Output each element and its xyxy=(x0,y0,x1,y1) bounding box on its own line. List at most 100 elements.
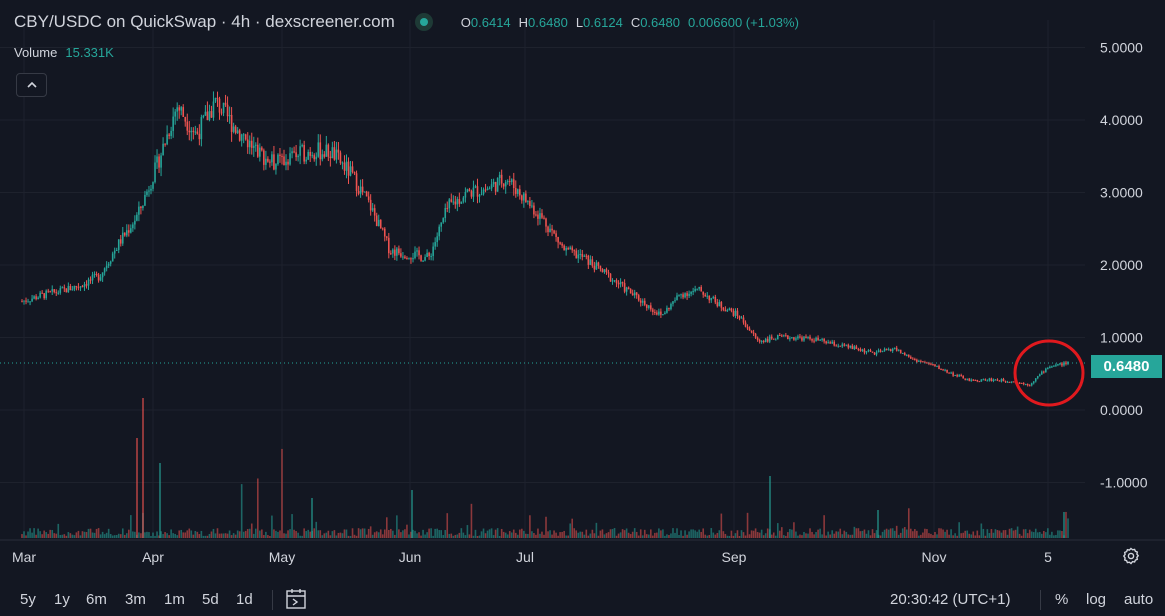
price-series xyxy=(21,91,1069,387)
candle-body xyxy=(1010,381,1013,383)
volume-bar xyxy=(803,531,805,538)
timeframe-1d[interactable]: 1d xyxy=(236,591,253,608)
volume-bar xyxy=(682,535,684,538)
volume-bar xyxy=(531,531,533,538)
chevron-up-icon xyxy=(26,81,37,88)
timeframe-1y[interactable]: 1y xyxy=(54,591,70,608)
timeframe-5y[interactable]: 5y xyxy=(20,591,36,608)
volume-bar xyxy=(980,523,983,538)
candle-body xyxy=(768,336,771,342)
volume-bar xyxy=(502,531,505,538)
volume-bar xyxy=(702,528,705,538)
candle-body xyxy=(686,293,688,296)
utc-clock[interactable]: 20:30:42 (UTC+1) xyxy=(890,591,1011,608)
volume-bar xyxy=(164,532,166,538)
candle-body xyxy=(805,336,807,339)
volume-bar xyxy=(188,528,191,538)
volume-bar xyxy=(458,532,461,538)
candle-body xyxy=(95,273,98,275)
volume-bar xyxy=(752,530,755,538)
volume-bar xyxy=(408,534,410,538)
collapse-legend-button[interactable] xyxy=(16,73,47,97)
volume-bar xyxy=(1049,534,1051,538)
volume-bar xyxy=(982,528,985,538)
volume-bar xyxy=(595,522,598,538)
candle-body xyxy=(188,130,191,133)
candle-body xyxy=(73,285,76,290)
volume-bar xyxy=(202,535,205,538)
volume-bar xyxy=(688,531,690,538)
volume-bar xyxy=(83,531,86,538)
volume-bar xyxy=(563,530,565,538)
candle-body xyxy=(974,379,977,381)
timeframe-1m[interactable]: 1m xyxy=(164,591,185,608)
volume-bar xyxy=(934,531,936,538)
volume-bar xyxy=(150,535,152,538)
volume-bar xyxy=(77,530,80,538)
volume-bar xyxy=(394,534,396,538)
volume-bar xyxy=(1045,532,1047,538)
candle-body xyxy=(533,205,535,215)
auto-scale-toggle[interactable]: auto xyxy=(1124,591,1154,608)
volume-bar xyxy=(571,518,574,538)
volume-bar xyxy=(335,535,338,538)
candle-body xyxy=(996,379,999,381)
volume-bar xyxy=(712,532,715,538)
volume-bar xyxy=(172,533,174,538)
candle-body xyxy=(170,130,172,136)
volume-bar xyxy=(460,528,463,538)
volume-bar xyxy=(865,533,868,538)
log-scale-toggle[interactable]: log xyxy=(1086,591,1107,608)
candle-body xyxy=(506,181,509,183)
volume-bar xyxy=(643,529,646,538)
goto-date-icon[interactable] xyxy=(284,587,308,611)
volume-bar xyxy=(113,535,116,538)
volume-bar xyxy=(234,534,237,538)
volume-bar xyxy=(972,531,975,538)
volume-bar xyxy=(942,529,944,538)
volume-bar xyxy=(212,528,215,538)
candle-body xyxy=(1038,374,1041,377)
volume-bar xyxy=(537,528,539,538)
volume-bar xyxy=(434,528,436,538)
candle-body xyxy=(468,189,471,192)
volume-bar xyxy=(593,533,596,538)
volume-bar xyxy=(478,535,481,538)
gear-icon[interactable] xyxy=(1121,546,1141,566)
candle-body xyxy=(932,364,934,366)
candle-body xyxy=(101,272,104,278)
candle-body xyxy=(758,339,761,342)
candle-body xyxy=(228,114,231,117)
candle-body xyxy=(436,236,438,243)
candle-body xyxy=(394,249,396,256)
volume-bar xyxy=(466,525,469,538)
volume-bar xyxy=(476,535,479,538)
volume-bar xyxy=(446,513,449,538)
candle-body xyxy=(422,260,424,262)
timeframe-3m[interactable]: 3m xyxy=(125,591,146,608)
candle-body xyxy=(696,288,698,290)
volume-bar xyxy=(323,533,326,538)
time-tick-label: Nov xyxy=(922,549,947,565)
volume-value: 15.331K xyxy=(65,45,114,60)
volume-bar xyxy=(315,521,318,538)
volume-bar xyxy=(289,529,291,538)
volume-bar xyxy=(912,531,914,538)
volume-bar xyxy=(89,528,92,538)
candle-body xyxy=(706,295,709,297)
candle-body xyxy=(990,378,993,382)
volume-bar xyxy=(61,534,64,538)
candle-body xyxy=(998,380,1001,382)
volume-bar xyxy=(377,532,380,538)
timeframe-6m[interactable]: 6m xyxy=(86,591,107,608)
live-dot-icon[interactable] xyxy=(414,13,433,31)
volume-bar xyxy=(230,535,233,538)
volume-bar xyxy=(49,529,52,538)
volume-bar xyxy=(716,532,719,538)
percent-scale-toggle[interactable]: % xyxy=(1055,591,1069,608)
timeframe-5d[interactable]: 5d xyxy=(202,591,219,608)
volume-bar xyxy=(144,532,146,538)
candle-body xyxy=(287,161,289,165)
volume-bar xyxy=(504,532,507,538)
